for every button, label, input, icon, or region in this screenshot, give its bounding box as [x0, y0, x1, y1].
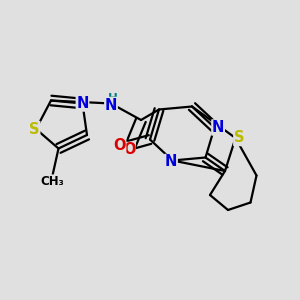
- Text: CH₃: CH₃: [40, 175, 64, 188]
- Text: S: S: [234, 130, 244, 146]
- Text: O: O: [113, 138, 126, 153]
- Text: N: N: [212, 120, 224, 135]
- Text: N: N: [165, 154, 177, 169]
- Text: O: O: [123, 142, 135, 158]
- Text: H: H: [108, 92, 117, 105]
- Text: N: N: [76, 96, 89, 111]
- Text: N: N: [105, 98, 117, 112]
- Text: S: S: [29, 122, 40, 136]
